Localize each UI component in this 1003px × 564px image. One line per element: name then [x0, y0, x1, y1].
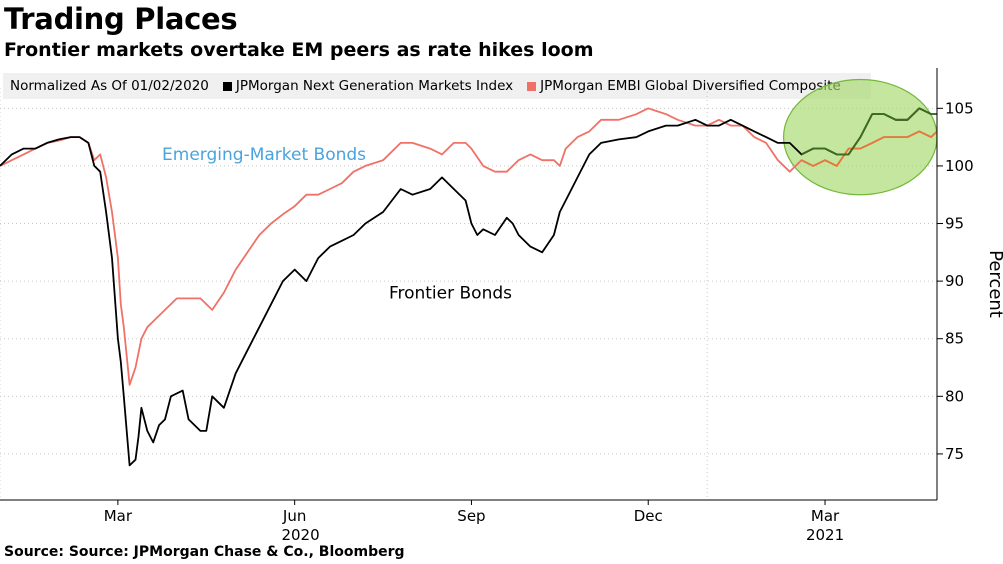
- grid-layer: [0, 88, 937, 500]
- chart-subtitle: Frontier markets overtake EM peers as ra…: [4, 39, 594, 61]
- y-tick-label-100: 100: [945, 157, 974, 175]
- source-note: Source: Source: JPMorgan Chase & Co., Bl…: [4, 544, 405, 560]
- annotation-em: Emerging-Market Bonds: [162, 145, 366, 165]
- series-line-em-highlighted: [801, 130, 938, 167]
- legend-bar: Normalized As Of 01/02/2020 JPMorgan Nex…: [3, 73, 871, 99]
- legend-label-frontier: JPMorgan Next Generation Markets Index: [235, 78, 514, 94]
- y-axis-title: Percent: [985, 250, 1003, 318]
- y-tick-label-75: 75: [945, 445, 964, 463]
- x-year-label-4: 2021: [806, 526, 844, 544]
- x-tick-label-3: Dec: [634, 507, 663, 525]
- x-year-label-0: 2020: [281, 526, 319, 544]
- x-tick-label-1: Jun: [282, 507, 306, 525]
- series-line-frontier: [0, 107, 937, 467]
- annotation-frontier: Frontier Bonds: [389, 283, 512, 303]
- x-tick-label-4: Mar: [811, 507, 840, 525]
- y-tick-label-85: 85: [945, 330, 964, 348]
- y-tick-label-95: 95: [945, 215, 964, 233]
- series-line-frontier-highlighted: [801, 107, 937, 156]
- chart-title: Trading Places: [4, 2, 238, 36]
- y-tick-label-90: 90: [945, 272, 964, 290]
- legend-swatch-em: [527, 81, 537, 91]
- series-line-em: [0, 107, 938, 386]
- legend-normalization-note: Normalized As Of 01/02/2020: [10, 78, 209, 94]
- annotation-layer: Emerging-Market Bonds Frontier Bonds: [162, 145, 512, 303]
- legend-label-em: JPMorgan EMBI Global Diversified Composi…: [540, 78, 841, 94]
- legend-item-frontier: JPMorgan Next Generation Markets Index: [222, 78, 514, 94]
- legend-item-em: JPMorgan EMBI Global Diversified Composi…: [527, 78, 841, 94]
- x-tick-label-2: Sep: [457, 507, 485, 525]
- y-tick-label-80: 80: [945, 387, 964, 405]
- y-tick-label-105: 105: [945, 99, 974, 117]
- series-layer: [0, 107, 938, 467]
- x-tick-label-0: Mar: [104, 507, 133, 525]
- legend-swatch-frontier: [222, 81, 232, 91]
